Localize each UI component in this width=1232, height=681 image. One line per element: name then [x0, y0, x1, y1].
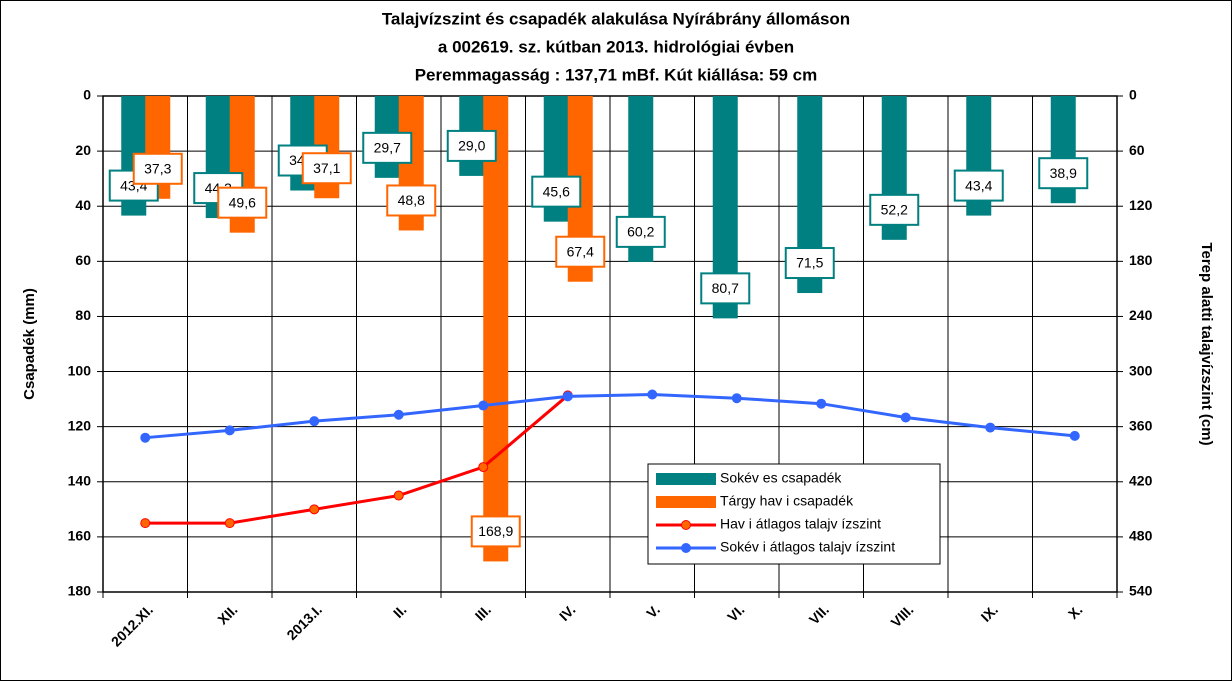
value-label: 45,6 — [543, 183, 570, 199]
line-marker — [224, 518, 235, 529]
bar — [483, 96, 509, 562]
line-series — [145, 394, 569, 525]
y2-tick-label: 0 — [1129, 87, 1137, 103]
value-label-box — [531, 175, 582, 208]
line-series — [145, 393, 1075, 440]
legend-label: Tárgy hav i csapadék — [720, 493, 854, 509]
value-label: 29,0 — [458, 138, 485, 154]
value-label-box — [555, 235, 606, 268]
line-marker — [309, 416, 320, 427]
value-label-box — [784, 247, 835, 280]
y-tick-label: 0 — [83, 87, 91, 103]
value-label: 168,9 — [478, 523, 513, 539]
y-tick-label: 80 — [75, 307, 91, 323]
legend-label: Sokév i átlagos talajv ízszint — [720, 539, 895, 555]
value-label: 43,4 — [965, 177, 992, 193]
value-label: 80,7 — [712, 280, 739, 296]
y-tick-label: 120 — [68, 417, 92, 433]
line-marker — [1069, 430, 1080, 441]
value-label: 37,3 — [144, 160, 171, 176]
value-label-box — [470, 515, 521, 548]
y-tick-label: 40 — [75, 197, 91, 213]
value-label: 48,8 — [398, 192, 425, 208]
line-marker — [393, 409, 404, 420]
value-label-box — [132, 152, 183, 185]
value-label: 71,5 — [796, 255, 823, 271]
y-tick-label: 20 — [75, 142, 91, 158]
legend-swatch — [656, 496, 716, 508]
line-marker — [816, 398, 827, 409]
line-marker — [647, 389, 658, 400]
value-label-box — [446, 129, 497, 162]
value-label: 38,9 — [1050, 165, 1077, 181]
value-label: 37,1 — [313, 160, 340, 176]
legend-label: Sokév es csapadék — [720, 470, 842, 486]
line-marker — [731, 393, 742, 404]
value-label-box — [700, 272, 751, 305]
chart-title: Peremmagasság : 137,71 mBf. Kút kiállása… — [415, 65, 818, 84]
y2-tick-label: 120 — [1129, 197, 1153, 213]
y2-tick-label: 540 — [1129, 583, 1153, 599]
value-label: 67,4 — [567, 243, 594, 259]
value-label: 49,6 — [229, 194, 256, 210]
legend-marker — [681, 543, 691, 553]
y2-tick-label: 360 — [1129, 417, 1153, 433]
line-marker — [478, 462, 489, 473]
line-marker — [140, 518, 151, 529]
chart-title: a 002619. sz. kútban 2013. hidrológiai é… — [438, 37, 794, 56]
chart-title: Talajvízszint és csapadék alakulása Nyír… — [382, 9, 850, 28]
y-tick-label: 160 — [68, 528, 92, 544]
line-marker — [140, 432, 151, 443]
y-tick-label: 140 — [68, 472, 92, 488]
y-axis-title: Csapadék (mm) — [21, 288, 38, 400]
y2-tick-label: 180 — [1129, 252, 1153, 268]
line-marker — [900, 412, 911, 423]
value-label-box — [217, 186, 268, 219]
value-label-box — [386, 184, 437, 217]
legend-label: Hav i átlagos talajv ízszint — [720, 516, 881, 532]
value-label-box — [953, 169, 1004, 202]
value-label-box — [615, 215, 666, 248]
y2-tick-label: 240 — [1129, 307, 1153, 323]
y-tick-label: 60 — [75, 252, 91, 268]
legend-marker — [681, 520, 691, 530]
value-label-box — [869, 193, 920, 226]
line-marker — [478, 400, 489, 411]
y2-axis-title: Terep alatti talajvízszint (cm) — [1198, 242, 1215, 445]
line-marker — [309, 504, 320, 515]
value-label: 60,2 — [627, 224, 654, 240]
line-marker — [562, 391, 573, 402]
y-tick-label: 180 — [68, 583, 92, 599]
value-label: 52,2 — [881, 202, 908, 218]
y2-tick-label: 480 — [1129, 528, 1153, 544]
value-label-box — [362, 131, 413, 164]
y2-tick-label: 420 — [1129, 472, 1153, 488]
line-marker — [393, 490, 404, 501]
value-label-box — [301, 152, 352, 185]
y-tick-label: 100 — [68, 362, 92, 378]
y2-tick-label: 60 — [1129, 142, 1145, 158]
line-marker — [224, 425, 235, 436]
value-label-box — [1038, 157, 1089, 190]
y2-tick-label: 300 — [1129, 362, 1153, 378]
line-marker — [985, 422, 996, 433]
legend-swatch — [656, 473, 716, 485]
value-label: 29,7 — [374, 140, 401, 156]
